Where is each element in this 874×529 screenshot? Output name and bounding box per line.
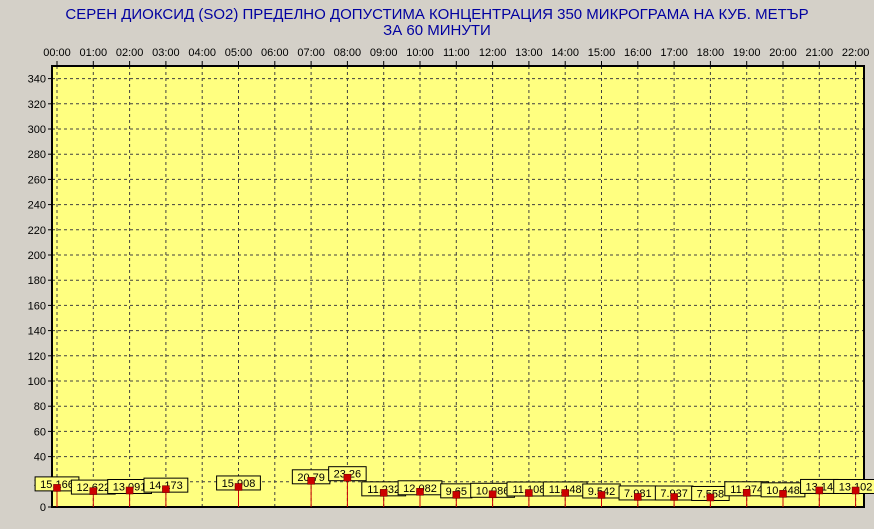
data-point: 9.542 <box>582 483 621 507</box>
data-point: 12.082 <box>397 480 443 507</box>
point-marker <box>416 488 424 496</box>
x-tick-label: 15:00 <box>588 47 616 59</box>
x-tick-label: 08:00 <box>334 47 362 59</box>
point-marker <box>525 489 533 497</box>
point-marker <box>162 485 170 493</box>
x-tick-label: 14:00 <box>551 47 579 59</box>
y-tick-label: 140 <box>28 326 46 338</box>
data-point: 14.173 <box>143 477 189 507</box>
x-tick-label: 07:00 <box>297 47 325 59</box>
y-tick-label: 260 <box>28 174 46 186</box>
point-marker <box>125 486 134 495</box>
point-marker <box>234 483 243 491</box>
x-tick-label: 03:00 <box>152 47 180 59</box>
data-point: 11.148 <box>542 481 588 507</box>
chart-title: СЕРЕН ДИОКСИД (SO2) ПРЕДЕЛНО ДОПУСТИМА К… <box>65 6 809 23</box>
x-tick-label: 06:00 <box>261 47 289 59</box>
y-tick-label: 0 <box>40 502 46 514</box>
y-tick-label: 80 <box>34 401 46 413</box>
point-marker <box>452 491 461 499</box>
point-marker <box>488 490 497 499</box>
data-point: 10.448 <box>760 482 806 507</box>
x-tick-label: 05:00 <box>225 47 253 59</box>
x-tick-label: 00:00 <box>43 47 71 59</box>
y-tick-label: 180 <box>28 275 46 287</box>
y-tick-label: 240 <box>28 200 46 212</box>
x-tick-label: 09:00 <box>370 47 398 59</box>
y-tick-label: 120 <box>28 351 46 363</box>
x-tick-label: 02:00 <box>116 47 144 59</box>
x-tick-label: 12:00 <box>479 47 507 59</box>
y-tick-label: 100 <box>28 376 46 388</box>
x-tick-label: 19:00 <box>733 47 761 59</box>
point-marker <box>670 493 678 501</box>
point-marker <box>815 486 824 495</box>
data-point: 20.79 <box>291 469 331 507</box>
data-point: 7.937 <box>654 485 694 507</box>
x-tick-label: 20:00 <box>769 47 797 59</box>
point-marker <box>379 489 388 497</box>
y-tick-label: 300 <box>28 124 46 136</box>
x-tick-label: 13:00 <box>515 47 543 59</box>
point-marker <box>561 489 569 497</box>
data-point: 7.981 <box>618 485 658 507</box>
point-marker <box>307 477 315 485</box>
x-tick-label: 04:00 <box>188 47 216 59</box>
point-marker <box>343 473 352 482</box>
x-tick-label: 22:00 <box>842 47 870 59</box>
data-point: 15.166 <box>34 476 80 507</box>
plot-border <box>51 65 865 508</box>
plot-area <box>52 66 864 507</box>
y-tick-label: 160 <box>28 300 46 312</box>
point-marker <box>89 487 98 495</box>
y-tick-label: 60 <box>34 426 46 438</box>
y-tick-label: 320 <box>28 99 46 111</box>
data-point: 10.086 <box>470 482 516 507</box>
point-marker <box>742 489 751 497</box>
y-tick-label: 280 <box>28 149 46 161</box>
point-marker <box>634 493 642 501</box>
x-tick-label: 01:00 <box>80 47 108 59</box>
y-tick-label: 200 <box>28 250 46 262</box>
x-tick-label: 17:00 <box>660 47 688 59</box>
x-tick-label: 18:00 <box>697 47 725 59</box>
x-tick-label: 10:00 <box>406 47 434 59</box>
data-point: 11.274 <box>724 481 770 507</box>
point-marker <box>706 493 715 502</box>
data-point: 9.65 <box>440 483 473 507</box>
data-point: 23.26 <box>328 466 367 507</box>
y-tick-label: 40 <box>34 452 46 464</box>
x-tick-label: 16:00 <box>624 47 652 59</box>
data-point: 13.102 <box>833 478 874 507</box>
data-point: 13.091 <box>107 479 152 507</box>
y-tick-label: 340 <box>28 74 46 86</box>
point-marker <box>851 486 860 495</box>
chart-subtitle: ЗА 60 МИНУТИ <box>383 22 491 39</box>
point-marker <box>53 484 61 492</box>
data-point: 11.232 <box>361 481 407 507</box>
x-tick-label: 11:00 <box>443 47 470 59</box>
x-tick-label: 21:00 <box>806 47 834 59</box>
point-marker <box>597 491 606 499</box>
y-tick-label: 220 <box>28 225 46 237</box>
data-point: 12.622 <box>70 479 116 507</box>
point-marker <box>779 490 787 498</box>
data-point: 15.908 <box>216 475 261 507</box>
data-point: 11.108 <box>506 481 552 507</box>
